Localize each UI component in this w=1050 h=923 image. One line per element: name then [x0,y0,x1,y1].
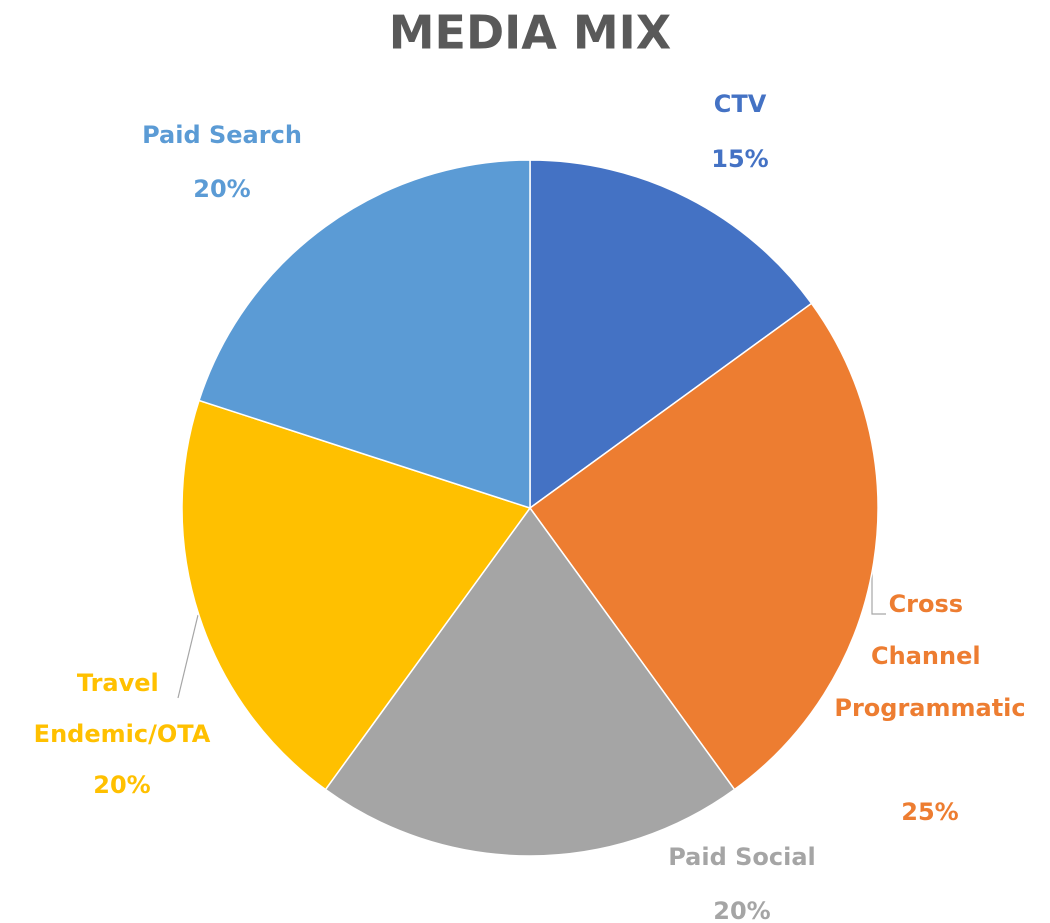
chart-title: MEDIA MIX [389,6,671,60]
slice-value-label: 20% [193,175,250,203]
slice-label: Paid Social [668,843,816,871]
slice-label: CTV [714,90,767,118]
slice-label: Paid Search [142,121,302,149]
slice-label: Travel Endemic/OTA [34,669,211,748]
slice-value-label: 15% [711,145,768,173]
leader-line [177,614,199,699]
slice-label: Cross Channel Programmatic [834,590,1025,722]
pie-slice [324,506,736,857]
slice-value-label: 20% [93,771,150,799]
leader-line [871,568,886,615]
slice-value-label: 20% [713,897,770,923]
slice-value-label: 25% [901,798,958,826]
pie-slice [181,399,532,791]
pie-slice [198,159,531,510]
pie-slice [529,159,813,510]
pie-slice [528,302,879,791]
